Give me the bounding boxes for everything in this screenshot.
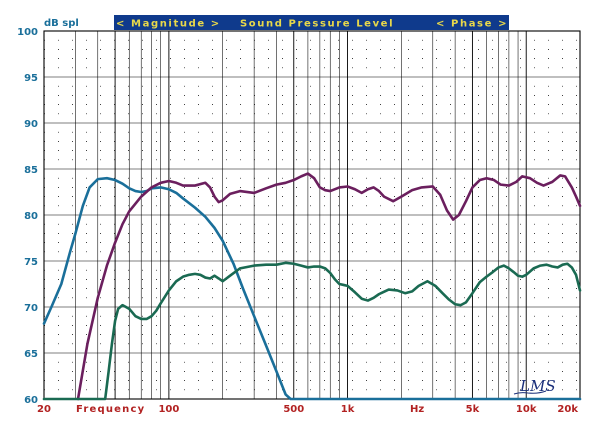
header-magnitude: < Magnitude > bbox=[116, 19, 221, 30]
series bbox=[42, 172, 582, 401]
y-tick-label: 95 bbox=[24, 73, 38, 84]
header-title: Sound Pressure Level bbox=[240, 19, 394, 30]
x-tick-labels: 20 100 500 1k 5k 10k 20k bbox=[37, 404, 578, 415]
y-tick-label: 65 bbox=[24, 349, 38, 360]
x-tick-label: 1k bbox=[341, 404, 355, 415]
header-phase: < Phase > bbox=[436, 19, 508, 30]
x-tick-label: 5k bbox=[466, 404, 480, 415]
series-line-3 bbox=[42, 261, 582, 401]
y-axis-label: dB spl bbox=[44, 18, 79, 29]
x-axis-label: Frequency bbox=[76, 404, 145, 415]
lms-logo-stroke bbox=[513, 390, 547, 395]
y-tick-label: 90 bbox=[24, 119, 38, 130]
x-unit-label: Hz bbox=[410, 404, 424, 415]
y-tick-labels: 100 95 90 85 80 75 70 65 60 bbox=[17, 27, 38, 406]
series-line-1 bbox=[42, 176, 582, 401]
lms-watermark: LMS bbox=[519, 377, 556, 395]
x-tick-label: 20k bbox=[557, 404, 578, 415]
y-tick-label: 75 bbox=[24, 257, 38, 268]
grid bbox=[44, 30, 580, 400]
series-line-2 bbox=[76, 172, 582, 401]
x-tick-label: 100 bbox=[158, 404, 179, 415]
y-tick-label: 60 bbox=[24, 395, 38, 406]
x-tick-label: 20 bbox=[37, 404, 51, 415]
y-tick-label: 85 bbox=[24, 165, 38, 176]
y-tick-label: 70 bbox=[24, 303, 38, 314]
header-bar-background bbox=[114, 15, 509, 30]
x-tick-label: 500 bbox=[283, 404, 304, 415]
y-tick-label: 100 bbox=[17, 27, 38, 38]
x-tick-label: 10k bbox=[516, 404, 537, 415]
lms-logo: LMS bbox=[513, 377, 556, 395]
y-tick-label: 80 bbox=[24, 211, 38, 222]
header-bar: < Magnitude > Sound Pressure Level < Pha… bbox=[114, 15, 509, 30]
